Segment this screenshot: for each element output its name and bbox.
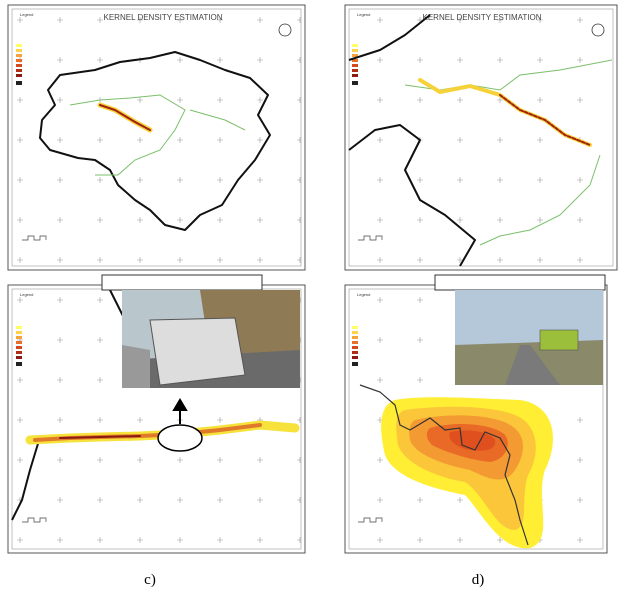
panel-caption: c) — [144, 572, 156, 588]
legend-title: Legend — [20, 12, 33, 17]
graticule — [12, 9, 301, 266]
legend-title: Legend — [357, 12, 370, 17]
photo-guardrail — [122, 345, 150, 388]
panel-b: KERNEL DENSITY ESTIMATION Legend — [345, 5, 617, 270]
legend-title: Legend — [20, 292, 33, 297]
callout-frame — [102, 275, 262, 290]
map-title: KERNEL DENSITY ESTIMATION — [104, 13, 223, 22]
figure: KERNEL DENSITY ESTIMATION Legend KERNEL … — [0, 0, 626, 592]
photo-overturned-truck — [150, 318, 245, 385]
callout-frame — [435, 275, 605, 290]
panel-a: KERNEL DENSITY ESTIMATION Legend — [8, 5, 305, 270]
panel-d: Legend — [345, 275, 607, 553]
panel-caption: d) — [472, 572, 485, 588]
map-title: KERNEL DENSITY ESTIMATION — [423, 13, 542, 22]
photo-bus — [540, 330, 578, 350]
panel-c: Legend — [8, 275, 305, 553]
legend-title: Legend — [357, 292, 370, 297]
accident-location-marker — [158, 425, 202, 451]
